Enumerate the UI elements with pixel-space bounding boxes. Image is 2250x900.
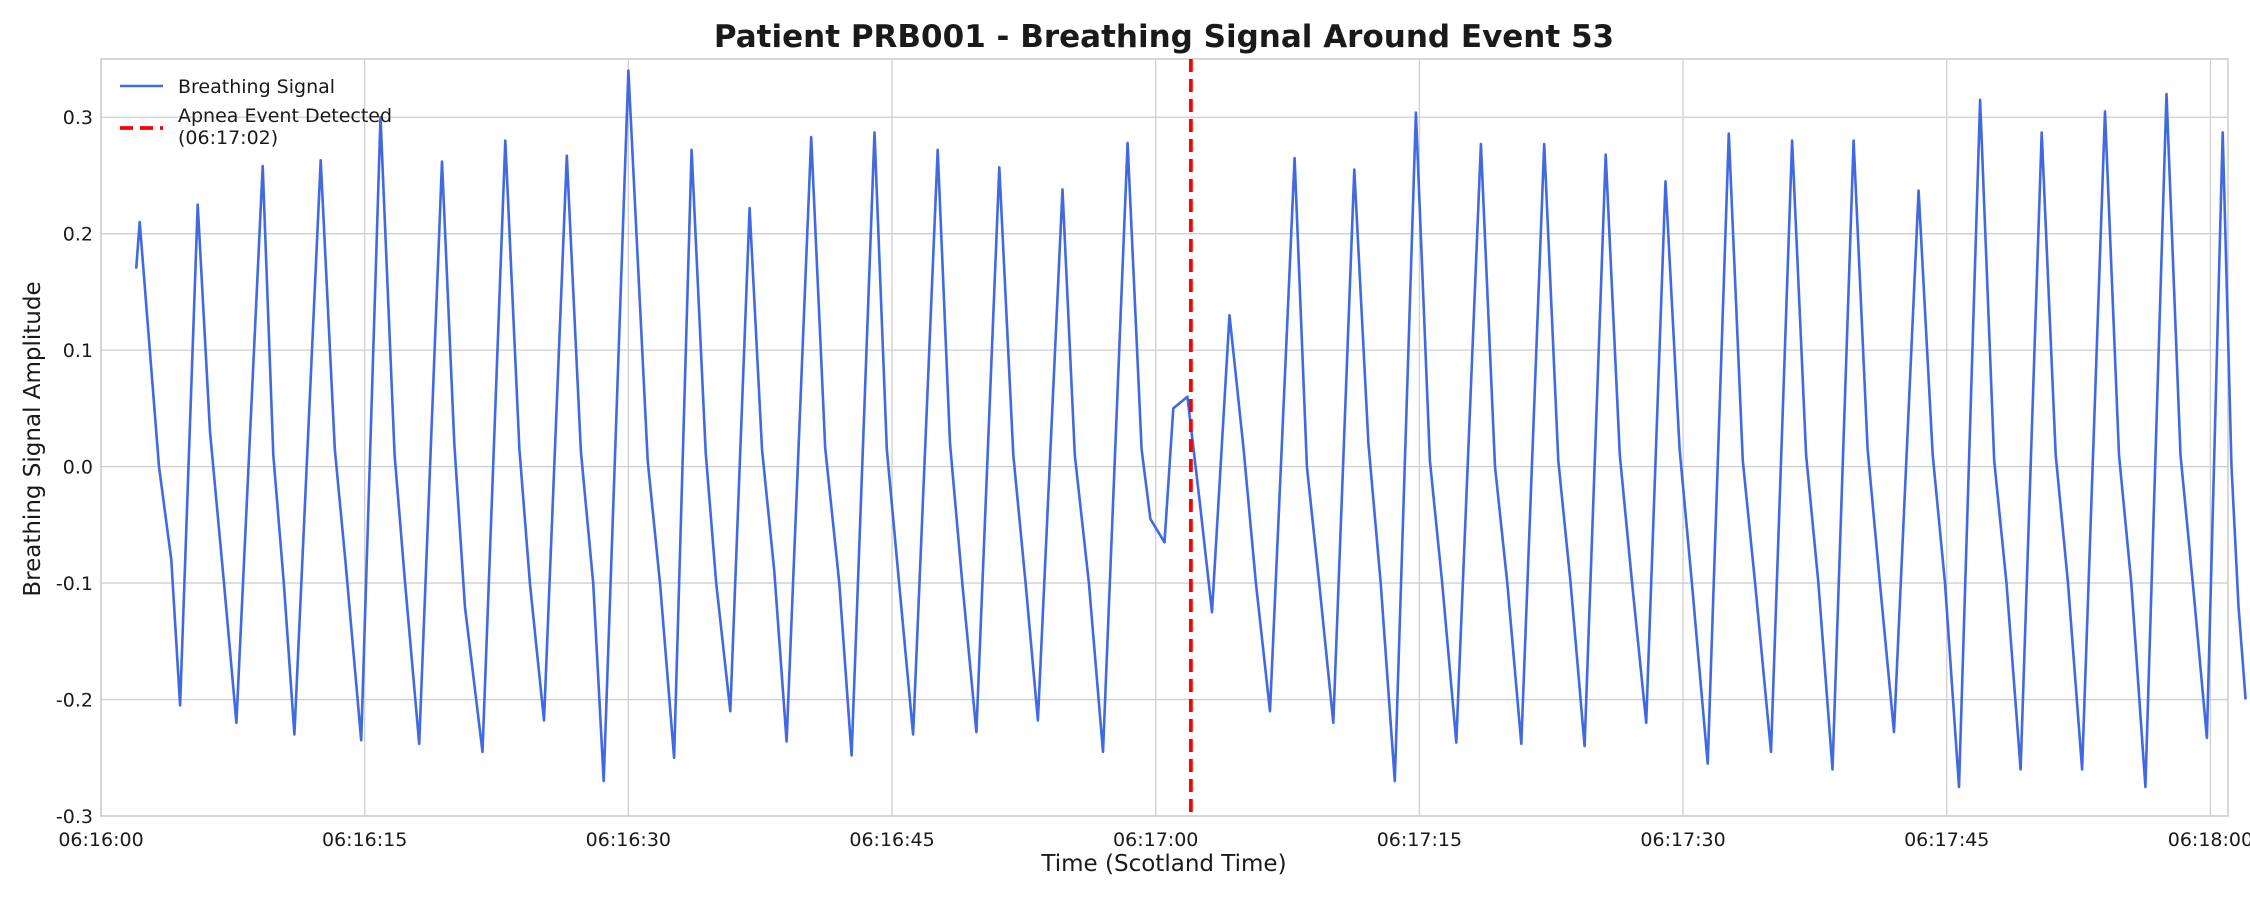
plot-frame [100,58,2229,817]
x-tick-label: 06:18:00 [2168,829,2250,851]
y-tick-label: -0.1 [56,573,93,595]
x-tick-label: 06:17:15 [1377,829,1462,851]
y-tick-labels: -0.3 -0.2 -0.1 0.0 0.1 0.2 0.3 [56,107,93,828]
y-tick-label: 0.3 [63,107,93,129]
x-tick-label: 06:16:45 [849,829,934,851]
x-tick-label: 06:17:30 [1640,829,1725,851]
x-tick-label: 06:16:15 [322,829,407,851]
legend: Breathing Signal Apnea Event Detected (06… [120,76,392,149]
y-tick-label: 0.2 [63,224,93,246]
y-tick-label: -0.3 [56,806,93,828]
y-tick-label: -0.2 [56,690,93,712]
legend-event-label-line: (06:17:02) [178,127,278,149]
breathing-signal-line [134,69,2247,789]
x-tick-label: 06:16:30 [586,829,671,851]
legend-event-label-line: Apnea Event Detected [178,105,392,127]
legend-event-label: Apnea Event Detected (06:17:02) [178,105,392,149]
chart-title: Patient PRB001 - Breathing Signal Around… [714,19,1614,55]
x-tick-label: 06:17:45 [1904,829,1989,851]
x-tick-label: 06:16:00 [58,829,143,851]
x-tick-labels: 06:16:00 06:16:15 06:16:30 06:16:45 06:17:00… [58,829,2250,851]
x-axis-label: Time (Scotland Time) [1040,851,1286,877]
y-tick-label: 0.0 [63,457,93,479]
x-tick-label: 06:17:00 [1113,829,1198,851]
y-axis-label: Breathing Signal Amplitude [20,281,46,596]
y-tick-label: 0.1 [63,340,93,362]
legend-signal-label: Breathing Signal [178,76,335,98]
